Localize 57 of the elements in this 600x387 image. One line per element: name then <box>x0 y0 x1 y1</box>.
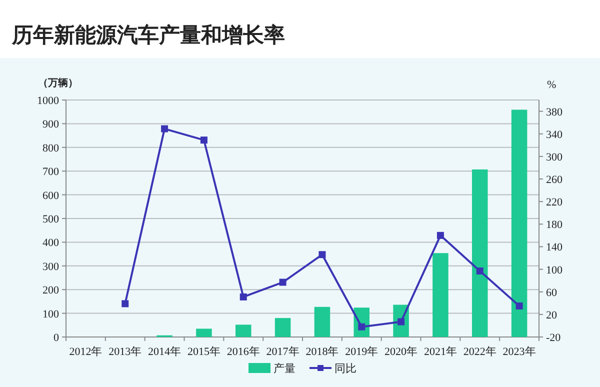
y2-tick-label: 260 <box>546 174 563 186</box>
point <box>318 251 326 258</box>
y-tick-label: 500 <box>42 214 60 226</box>
x-tick-label: 2012年 <box>69 346 102 358</box>
y2-tick-label: 20 <box>546 309 558 322</box>
x-tick-label: 2016年 <box>226 346 260 358</box>
y-tick-label: 300 <box>42 260 60 273</box>
x-tick-label: 2023年 <box>502 346 536 358</box>
point <box>358 323 366 330</box>
x-tick-label: 2014年 <box>148 346 182 358</box>
x-tick-label: 2020年 <box>384 346 418 358</box>
point <box>122 300 129 308</box>
y2-axis-title: % <box>547 79 556 91</box>
legend-label: 同比 <box>334 362 356 375</box>
y-tick-label: 900 <box>42 118 60 131</box>
bar <box>314 306 330 337</box>
y-tick-label: 100 <box>42 308 60 320</box>
point <box>516 302 523 310</box>
legend-label: 产量 <box>274 362 296 375</box>
y2-tick-label: 380 <box>546 106 563 118</box>
point <box>161 125 168 132</box>
y2-tick-label: -20 <box>546 332 562 344</box>
y-tick-label: 0 <box>54 332 60 344</box>
x-tick-label: 2019年 <box>345 346 378 358</box>
y2-tick-label: 220 <box>546 196 563 209</box>
y2-tick-label: 300 <box>546 151 563 164</box>
point <box>476 267 484 274</box>
y2-tick-label: 180 <box>546 219 563 232</box>
y-axis-title: （万辆） <box>38 77 78 89</box>
x-tick-label: 2021年 <box>424 346 457 358</box>
bar <box>511 110 528 337</box>
point <box>200 136 208 144</box>
point <box>436 232 444 239</box>
bar <box>472 169 488 337</box>
x-tick-label: 2018年 <box>306 346 339 358</box>
y-tick-label: 700 <box>42 166 60 178</box>
point <box>279 278 286 286</box>
point <box>240 293 247 300</box>
y-tick-label: 1000 <box>37 95 60 107</box>
bar <box>196 328 212 337</box>
y2-tick-label: 140 <box>546 242 563 254</box>
y-tick-label: 600 <box>42 190 60 202</box>
bar <box>235 324 252 337</box>
bar <box>432 253 448 337</box>
x-tick-label: 2017年 <box>266 346 300 358</box>
point <box>398 318 405 326</box>
y2-tick-label: 60 <box>546 286 558 299</box>
y2-tick-label: 100 <box>546 264 563 276</box>
x-tick-label: 2013年 <box>108 346 142 358</box>
chart-title: 历年新能源汽车产量和增长率 <box>11 23 285 47</box>
x-tick-label: 2022年 <box>463 346 496 358</box>
y-tick-label: 800 <box>42 142 60 154</box>
y2-tick-label: 340 <box>546 128 563 141</box>
y-tick-label: 400 <box>42 237 60 250</box>
bar <box>274 318 291 337</box>
x-tick-label: 2015年 <box>187 346 220 358</box>
y-tick-label: 200 <box>42 284 60 297</box>
